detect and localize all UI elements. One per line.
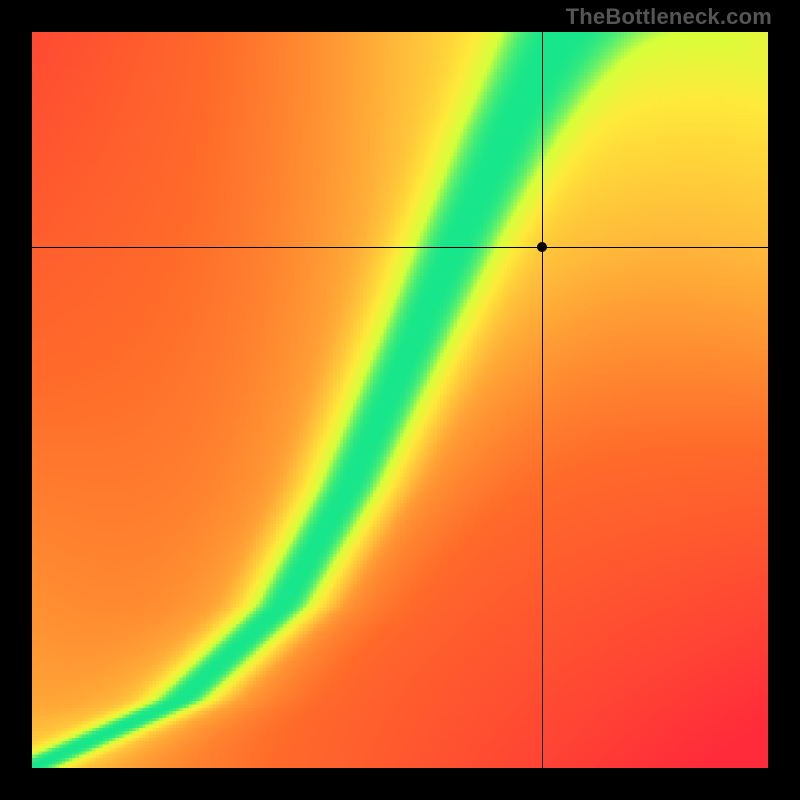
bottleneck-heatmap [32,32,768,768]
crosshair-vertical [542,32,543,768]
chart-container: TheBottleneck.com [0,0,800,800]
selected-point-marker [537,242,547,252]
crosshair-horizontal [32,247,768,248]
watermark-text: TheBottleneck.com [566,4,772,30]
plot-area [32,32,768,768]
